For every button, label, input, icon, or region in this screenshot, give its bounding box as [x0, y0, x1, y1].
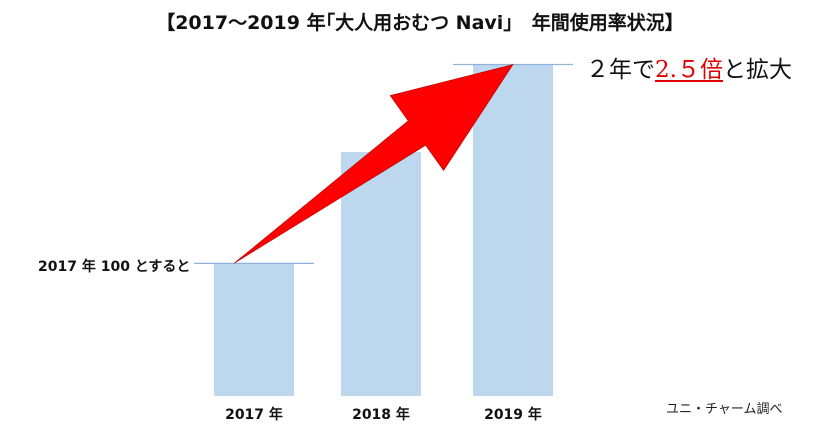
chart-title: 【2017～2019 年｢大人用おむつ Navi｣ 年間使用率状況】: [156, 12, 684, 34]
growth-suffix: と拡大: [722, 57, 792, 83]
bars-group: [214, 64, 553, 396]
growth-annotation: ２年で2.５倍と拡大: [586, 50, 792, 84]
baseline-note: 2017 年 100 とすると: [38, 259, 191, 275]
source-credit: ユニ・チャーム調べ: [666, 402, 783, 417]
bar-2019: [473, 64, 553, 396]
bar-2018: [341, 152, 421, 396]
x-tick-label-2017: 2017 年: [225, 407, 283, 423]
growth-multiplier: 2.５倍: [655, 57, 723, 83]
growth-arrow: [233, 64, 514, 264]
growth-prefix: ２年で: [586, 57, 655, 83]
bar-2017: [214, 263, 294, 396]
x-tick-label-2019: 2019 年: [484, 407, 542, 423]
x-tick-label-2018: 2018 年: [352, 407, 410, 423]
